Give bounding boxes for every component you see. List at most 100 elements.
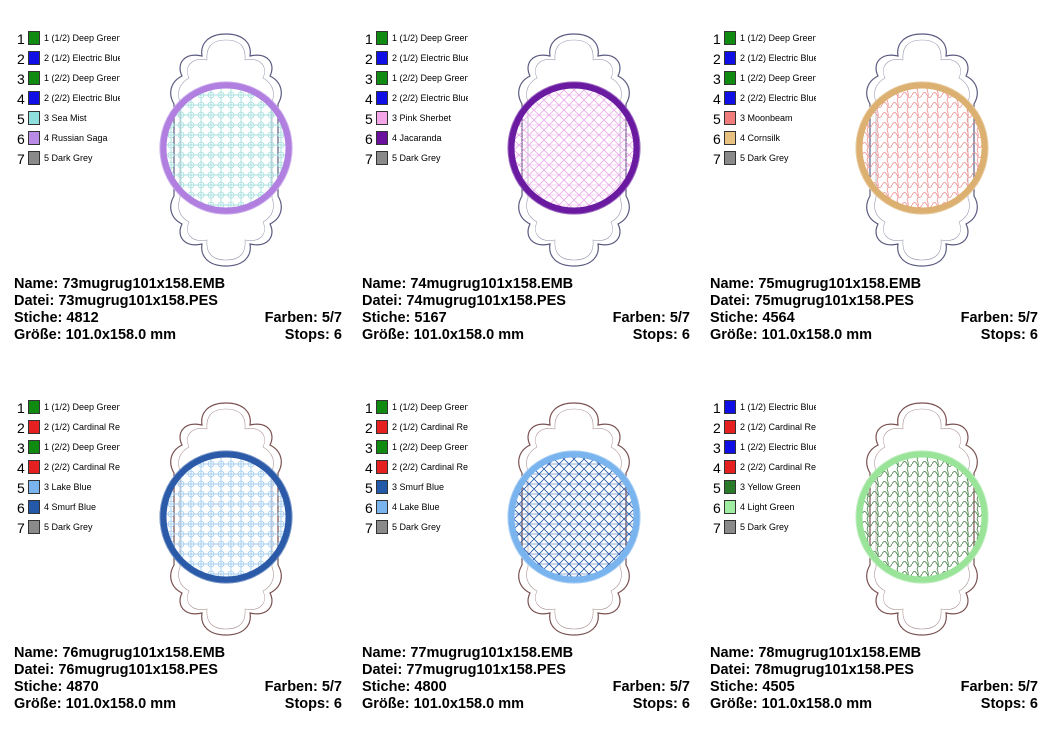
- field-value: 4800: [414, 679, 447, 695]
- legend-label: 1 (1/2) Electric Blue: [740, 402, 816, 412]
- name-line: Name: 73mugrug101x158.EMB: [14, 276, 342, 293]
- legend-label: 2 (2/2) Cardinal Red: [44, 462, 120, 472]
- field-value: 6: [333, 696, 342, 712]
- legend-number: 4: [17, 460, 25, 476]
- field-right: Farben: 5/7: [265, 310, 342, 327]
- legend-item: 5 3 Yellow Green: [710, 479, 820, 497]
- legend-label: 2 (2/2) Electric Blue: [740, 93, 816, 103]
- field-right: Farben: 5/7: [613, 310, 690, 327]
- design-info: Name: 73mugrug101x158.EMB Datei: 73mugrug…: [14, 276, 342, 344]
- legend-item: 7 5 Dark Grey: [710, 519, 820, 537]
- color-swatch: [724, 131, 736, 145]
- outline-path: [518, 33, 630, 267]
- field-right: Stops: 6: [981, 327, 1038, 344]
- field-value: 6: [1029, 327, 1038, 343]
- design-info: Name: 76mugrug101x158.EMB Datei: 76mugrug…: [14, 645, 342, 713]
- legend-item: 5 3 Lake Blue: [14, 479, 124, 497]
- legend-number: 1: [365, 400, 373, 416]
- color-swatch: [28, 31, 40, 45]
- color-swatch: [28, 151, 40, 165]
- file-line: Datei: 73mugrug101x158.PES: [14, 293, 342, 310]
- color-swatch: [28, 131, 40, 145]
- outline-path: [866, 33, 978, 267]
- legend-label: 5 Dark Grey: [392, 522, 441, 532]
- field-label: Name:: [710, 645, 755, 661]
- name-line: Name: 78mugrug101x158.EMB: [710, 645, 1038, 662]
- legend-number: 3: [365, 440, 373, 456]
- field-value: 101.0x158.0 mm: [65, 327, 177, 343]
- legend-item: 3 1 (2/2) Deep Green: [710, 70, 820, 88]
- file-line: Datei: 77mugrug101x158.PES: [362, 662, 690, 679]
- legend-item: 4 2 (2/2) Electric Blue: [362, 90, 472, 108]
- color-swatch: [724, 440, 736, 454]
- color-swatch: [724, 500, 736, 514]
- legend-number: 2: [17, 51, 25, 67]
- field-value: 76mugrug101x158.EMB: [62, 645, 226, 661]
- legend-label: 1 (2/2) Electric Blue: [740, 442, 816, 452]
- color-swatch: [28, 480, 40, 494]
- color-swatch: [724, 151, 736, 165]
- design-preview: [146, 30, 306, 270]
- field-value: 4812: [66, 310, 99, 326]
- legend-label: 3 Sea Mist: [44, 113, 87, 123]
- legend-number: 2: [365, 420, 373, 436]
- stitches-line: Stiche: 4564 Farben: 5/7: [710, 310, 1038, 327]
- legend-label: 1 (2/2) Deep Green: [740, 73, 816, 83]
- legend-item: 7 5 Dark Grey: [362, 519, 472, 537]
- field-value: 74mugrug101x158.EMB: [410, 276, 574, 292]
- field-value: 6: [333, 327, 342, 343]
- field-value: 78mugrug101x158.EMB: [758, 645, 922, 661]
- satin-ring: [507, 81, 641, 215]
- legend-number: 6: [713, 131, 721, 147]
- legend-number: 4: [365, 91, 373, 107]
- field-value: 73mugrug101x158.EMB: [62, 276, 226, 292]
- field-label: Name:: [362, 645, 407, 661]
- legend-number: 6: [17, 131, 25, 147]
- legend-item: 2 2 (1/2) Electric Blue: [14, 50, 124, 68]
- legend-label: 4 Light Green: [740, 502, 795, 512]
- stitches-line: Stiche: 4812 Farben: 5/7: [14, 310, 342, 327]
- legend-number: 5: [713, 480, 721, 496]
- legend-number: 3: [365, 71, 373, 87]
- color-swatch: [28, 71, 40, 85]
- field-value: 101.0x158.0 mm: [413, 696, 525, 712]
- field-value: 4564: [762, 310, 795, 326]
- fill-pattern: [166, 88, 286, 208]
- legend-item: 3 1 (2/2) Deep Green: [362, 70, 472, 88]
- field-value: 5/7: [669, 310, 690, 326]
- field-label: Name:: [362, 276, 407, 292]
- legend-label: 1 (2/2) Deep Green: [392, 442, 468, 452]
- color-swatch: [28, 111, 40, 125]
- field-value: 4505: [762, 679, 795, 695]
- design-card: 1 1 (1/2) Deep Green 2 2 (1/2) Electric Blu…: [362, 0, 702, 360]
- legend-item: 1 1 (1/2) Deep Green: [362, 30, 472, 48]
- field-value: 5/7: [1017, 310, 1038, 326]
- field-right: Farben: 5/7: [961, 679, 1038, 696]
- legend-number: 2: [713, 51, 721, 67]
- field-value: 101.0x158.0 mm: [65, 696, 177, 712]
- field-value: 75mugrug101x158.EMB: [758, 276, 922, 292]
- color-swatch: [376, 51, 388, 65]
- satin-ring: [855, 81, 989, 215]
- design-info: Name: 74mugrug101x158.EMB Datei: 74mugrug…: [362, 276, 690, 344]
- legend-item: 6 4 Cornsilk: [710, 130, 820, 148]
- design-card: 1 1 (1/2) Electric Blue 2 2 (1/2) Cardinal …: [710, 369, 1050, 729]
- legend-label: 3 Yellow Green: [740, 482, 801, 492]
- color-swatch: [28, 520, 40, 534]
- field-label: Stops:: [632, 327, 678, 343]
- color-swatch: [376, 480, 388, 494]
- legend-item: 1 1 (1/2) Electric Blue: [710, 399, 820, 417]
- legend-number: 6: [365, 500, 373, 516]
- satin-ring: [159, 81, 293, 215]
- legend-label: 1 (1/2) Deep Green: [740, 33, 816, 43]
- color-swatch: [376, 91, 388, 105]
- legend-number: 1: [713, 400, 721, 416]
- field-label: Stops:: [284, 327, 330, 343]
- mug-rug-illustration: [159, 33, 293, 267]
- legend-number: 1: [713, 31, 721, 47]
- stitches-line: Stiche: 4505 Farben: 5/7: [710, 679, 1038, 696]
- legend-item: 1 1 (1/2) Deep Green: [362, 399, 472, 417]
- field-value: 76mugrug101x158.PES: [58, 662, 218, 678]
- legend-item: 4 2 (2/2) Cardinal Red: [14, 459, 124, 477]
- design-preview: [842, 399, 1002, 639]
